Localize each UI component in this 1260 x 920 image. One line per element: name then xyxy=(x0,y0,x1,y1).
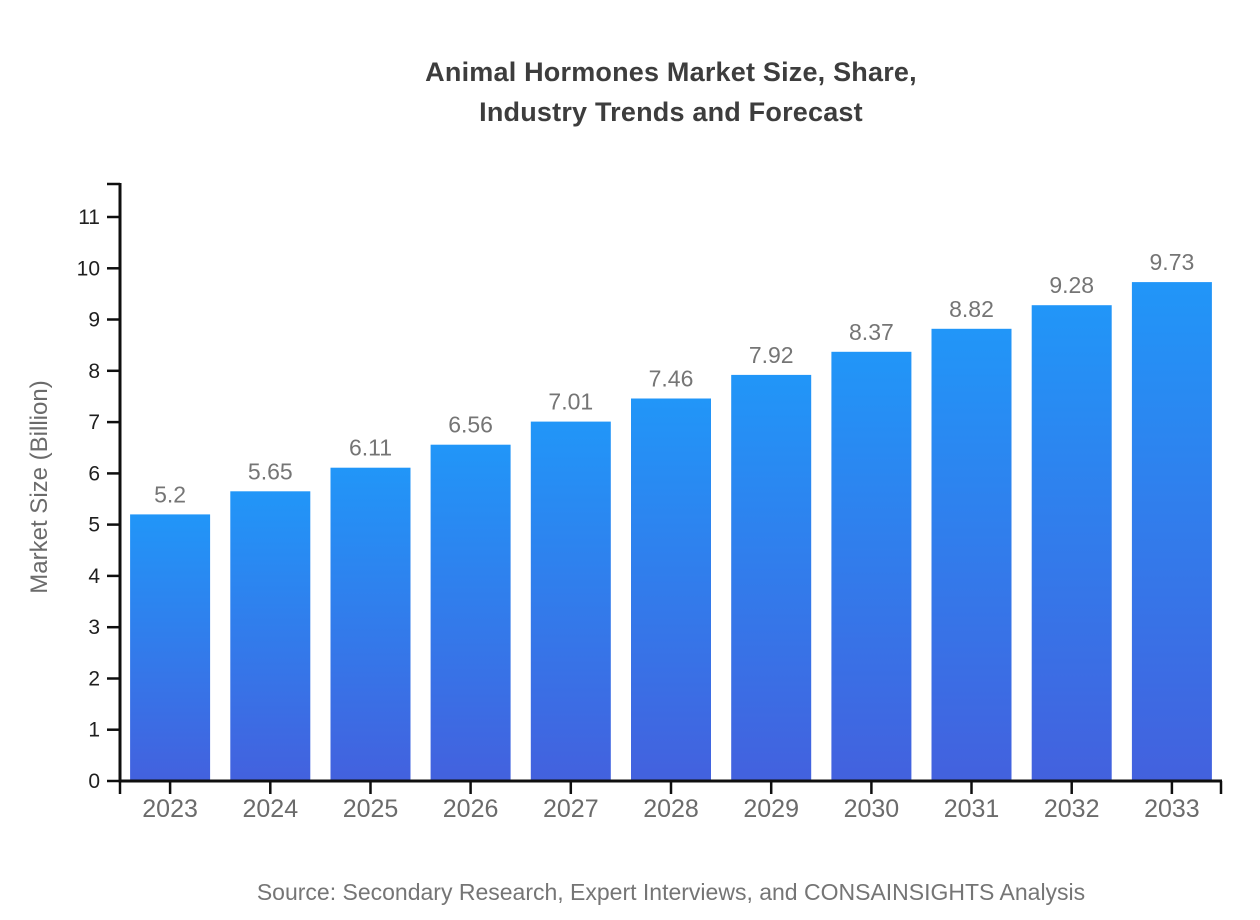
x-tick-label: 2028 xyxy=(643,795,699,823)
bar-value-label: 8.37 xyxy=(849,319,894,345)
bar xyxy=(731,374,812,781)
bar xyxy=(230,491,311,781)
y-tick-label: 2 xyxy=(88,668,100,691)
y-tick-label: 5 xyxy=(88,514,100,537)
y-tick-label: 7 xyxy=(88,411,100,434)
chart-title-line2: Industry Trends and Forecast xyxy=(479,97,863,127)
y-tick-label: 1 xyxy=(88,719,100,742)
bar xyxy=(931,328,1012,781)
y-tick-label: 3 xyxy=(88,616,100,639)
bar-value-label: 5.2 xyxy=(154,481,186,507)
bar xyxy=(1031,305,1112,781)
x-tick-label: 2032 xyxy=(1044,795,1100,823)
x-tick-label: 2030 xyxy=(844,795,900,823)
bar-value-label: 8.82 xyxy=(949,296,994,322)
x-tick-label: 2033 xyxy=(1144,795,1200,823)
y-tick-label: 6 xyxy=(88,462,100,485)
y-tick-label: 11 xyxy=(78,206,100,229)
bar-value-label: 7.01 xyxy=(548,389,593,415)
bar xyxy=(430,444,511,781)
bar xyxy=(631,398,711,781)
x-tick-label: 2023 xyxy=(142,795,198,823)
chart-title: Animal Hormones Market Size, Share, Indu… xyxy=(120,52,1222,132)
bar-value-label: 7.92 xyxy=(749,342,794,368)
y-tick-label: 0 xyxy=(88,770,100,793)
bar-value-label: 7.46 xyxy=(649,366,694,392)
bar xyxy=(831,351,912,781)
y-tick-label: 10 xyxy=(77,257,100,280)
bar xyxy=(130,514,211,781)
source-caption: Source: Secondary Research, Expert Inter… xyxy=(256,879,1086,905)
bar xyxy=(530,421,611,781)
x-tick-label: 2024 xyxy=(242,795,298,823)
y-tick-label: 8 xyxy=(88,360,100,383)
bar-value-label: 9.73 xyxy=(1150,249,1195,275)
bar-value-label: 6.11 xyxy=(349,435,392,461)
chart-title-line1: Animal Hormones Market Size, Share, xyxy=(425,57,917,87)
x-tick-label: 2026 xyxy=(443,795,499,823)
bar-value-label: 5.65 xyxy=(248,458,293,484)
bar-value-label: 6.56 xyxy=(448,412,493,438)
y-tick-label: 9 xyxy=(88,309,100,332)
y-tick-label: 4 xyxy=(88,565,100,588)
x-tick-label: 2025 xyxy=(343,795,399,823)
bar xyxy=(1131,282,1212,781)
bar-value-label: 9.28 xyxy=(1049,272,1094,298)
x-tick-label: 2027 xyxy=(543,795,599,823)
x-tick-label: 2029 xyxy=(743,795,799,823)
bar xyxy=(330,467,411,781)
x-tick-label: 2031 xyxy=(944,795,1000,823)
